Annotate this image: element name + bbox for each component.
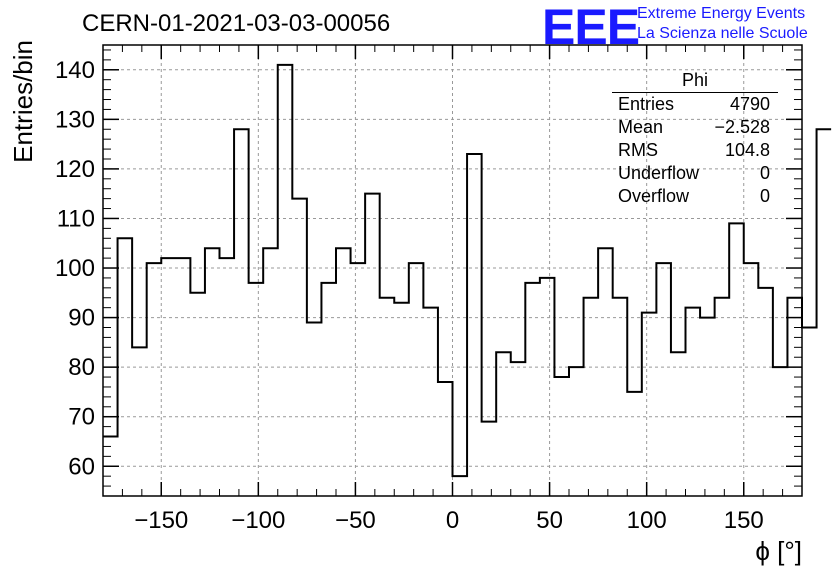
y-tick-label: 70 (68, 404, 95, 431)
histogram-line (103, 63, 832, 478)
y-tick-label: 110 (57, 205, 95, 232)
y-tick-label: 130 (55, 106, 95, 133)
stats-value: 4790 (729, 94, 770, 114)
grid-lines (103, 45, 802, 496)
stats-row: Mean −2.528 (612, 116, 778, 139)
x-axis-label: ϕ [°] (755, 536, 802, 566)
tick-labels: −150 −100 −50 0 50 100 150 60 70 80 90 100 110 120 130… (55, 57, 764, 534)
stats-label: Underflow (618, 163, 700, 183)
stats-value: 104.8 (724, 140, 770, 160)
eee-tagline-2: La Scienza nelle Scuole (637, 25, 808, 42)
y-tick-label: 100 (55, 255, 95, 282)
x-tick-label: −150 (134, 507, 188, 534)
stats-label: Entries (618, 94, 675, 114)
stats-row: Underflow 0 (612, 162, 778, 185)
stats-row: Overflow 0 (612, 185, 778, 208)
x-tick-label: 150 (724, 507, 764, 534)
x-tick-label: −100 (231, 507, 285, 534)
stats-row: Entries 4790 (612, 93, 778, 116)
y-tick-label: 80 (68, 354, 95, 381)
run-title: CERN-01-2021-03-03-00056 (82, 10, 391, 37)
y-tick-label: 120 (55, 156, 95, 183)
stats-label: RMS (618, 140, 658, 160)
y-axis-label: Entries/bin (8, 40, 38, 163)
stats-value: 0 (759, 186, 770, 206)
stats-box: Phi Entries 4790 Mean −2.528 RMS 104.8 Unde… (612, 70, 778, 208)
x-tick-label: 50 (536, 507, 563, 534)
x-tick-label: −50 (335, 507, 376, 534)
y-tick-label: 60 (68, 453, 95, 480)
y-tick-label: 90 (68, 305, 95, 332)
stats-label: Overflow (618, 186, 690, 206)
stats-row: RMS 104.8 (612, 139, 778, 162)
stats-label: Mean (618, 117, 664, 137)
eee-logo: EEE (542, 0, 640, 55)
stats-value: −2.528 (714, 117, 770, 137)
stats-value: 0 (759, 163, 770, 183)
x-tick-label: 0 (446, 507, 459, 534)
y-tick-label: 140 (55, 57, 95, 84)
eee-tagline-1: Extreme Energy Events (637, 5, 806, 22)
stats-title: Phi (612, 70, 778, 93)
axis-ticks (102, 45, 803, 496)
x-tick-label: 100 (627, 507, 667, 534)
